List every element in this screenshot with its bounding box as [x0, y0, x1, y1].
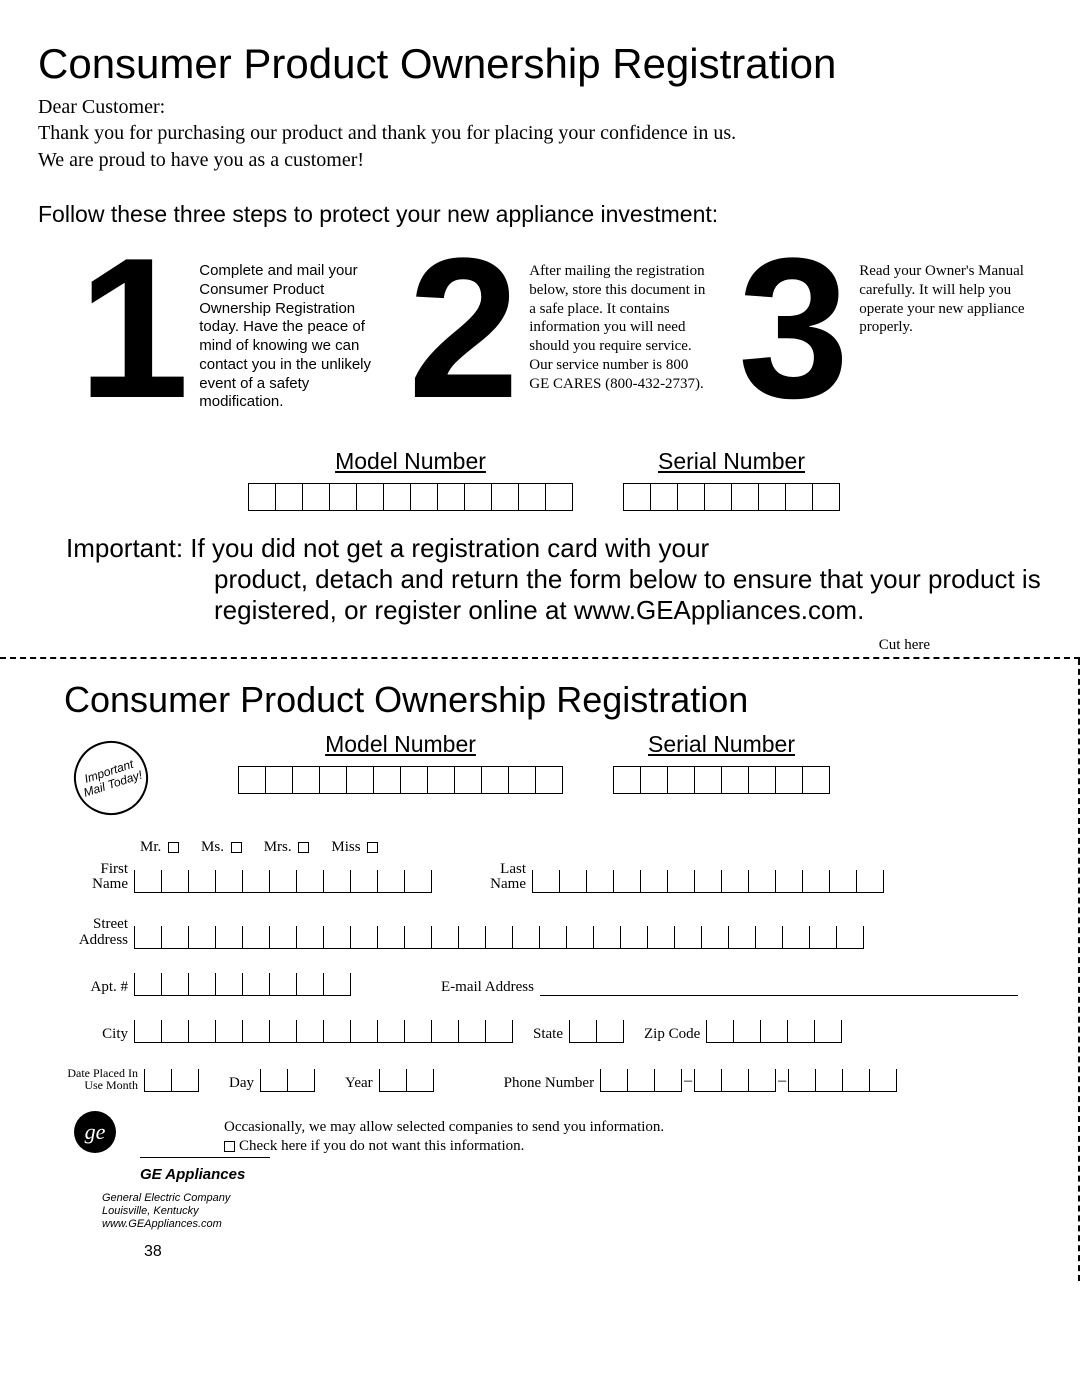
zip-label: Zip Code [644, 1027, 706, 1043]
first-name-label: First Name [64, 862, 134, 894]
serial-number-input-2[interactable] [613, 766, 830, 794]
intro-line-1: Thank you for purchasing our product and… [38, 121, 1042, 146]
step-2-number: 2 [408, 244, 519, 414]
step-3-text: Read your Owner's Manual carefully. It w… [859, 244, 1038, 337]
model-number-input-2[interactable] [238, 766, 563, 794]
phone-label: Phone Number [504, 1076, 600, 1092]
brand-name: GE Appliances [140, 1164, 245, 1183]
step-2: 2 After mailing the registration below, … [408, 244, 708, 414]
apt-label: Apt. # [64, 980, 134, 996]
serial-number-label-2: Serial Number [648, 731, 795, 758]
important-notice: Important: If you did not get a registra… [66, 533, 1042, 627]
title-miss[interactable]: Miss [331, 839, 378, 856]
serial-number-input[interactable] [623, 483, 840, 511]
serial-number-label: Serial Number [658, 448, 805, 475]
model-number-label-2: Model Number [325, 731, 476, 758]
step-1-number: 1 [78, 244, 189, 414]
greeting: Dear Customer: [38, 96, 1042, 119]
day-label: Day [229, 1075, 260, 1092]
date-label: Date Placed In Use Month [64, 1067, 144, 1092]
model-number-input[interactable] [248, 483, 573, 511]
step-3-number: 3 [738, 244, 849, 414]
state-label: State [533, 1026, 569, 1043]
zip-input[interactable] [706, 1020, 842, 1043]
title-mrs[interactable]: Mrs. [264, 839, 310, 856]
title-checkboxes: Mr. Ms. Mrs. Miss [140, 839, 1018, 856]
model-number-label: Model Number [335, 448, 486, 475]
title-mr[interactable]: Mr. [140, 839, 179, 856]
year-label: Year [345, 1075, 379, 1092]
day-input[interactable] [260, 1069, 315, 1092]
state-input[interactable] [569, 1020, 624, 1043]
street-label: Street Address [64, 917, 134, 949]
email-label: E-mail Address [441, 979, 540, 996]
opt-out-checkbox[interactable] [224, 1141, 235, 1152]
model-serial-top: Model Number Serial Number [38, 448, 1042, 511]
intro-line-2: We are proud to have you as a customer! [38, 148, 1042, 173]
email-input[interactable] [540, 975, 1018, 996]
phone-dash-2: – [776, 1070, 788, 1092]
model-serial-form: Model Number Serial Number [238, 731, 830, 794]
steps-row: 1 Complete and mail your Consumer Produc… [38, 244, 1042, 414]
city-input[interactable] [134, 1020, 513, 1043]
page-number: 38 [144, 1243, 1018, 1261]
step-3: 3 Read your Owner's Manual carefully. It… [738, 244, 1038, 414]
title-ms[interactable]: Ms. [201, 839, 242, 856]
phone-prefix-input[interactable] [694, 1069, 776, 1092]
phone-dash-1: – [682, 1070, 694, 1092]
company-info: General Electric Company Louisville, Ken… [102, 1192, 1018, 1232]
cut-line: Cut here [0, 657, 1080, 659]
mail-today-stamp: Important Mail Today! [64, 731, 157, 824]
page-title: Consumer Product Ownership Registration [38, 40, 1042, 88]
ge-logo-icon: ge [74, 1111, 116, 1153]
last-name-label: Last Name [462, 862, 532, 894]
phone-area-input[interactable] [600, 1069, 682, 1092]
first-name-input[interactable] [134, 870, 432, 893]
apt-input[interactable] [134, 973, 351, 996]
month-input[interactable] [144, 1069, 199, 1092]
step-1: 1 Complete and mail your Consumer Produc… [78, 244, 378, 414]
phone-line-input[interactable] [788, 1069, 897, 1092]
form-title: Consumer Product Ownership Registration [64, 679, 1018, 721]
last-name-input[interactable] [532, 870, 884, 893]
year-input[interactable] [379, 1069, 434, 1092]
step-2-text: After mailing the registration below, st… [529, 244, 708, 393]
cut-here-label: Cut here [879, 637, 930, 654]
city-label: City [64, 1027, 134, 1043]
step-1-text: Complete and mail your Consumer Product … [199, 244, 378, 412]
street-input[interactable] [134, 926, 864, 949]
